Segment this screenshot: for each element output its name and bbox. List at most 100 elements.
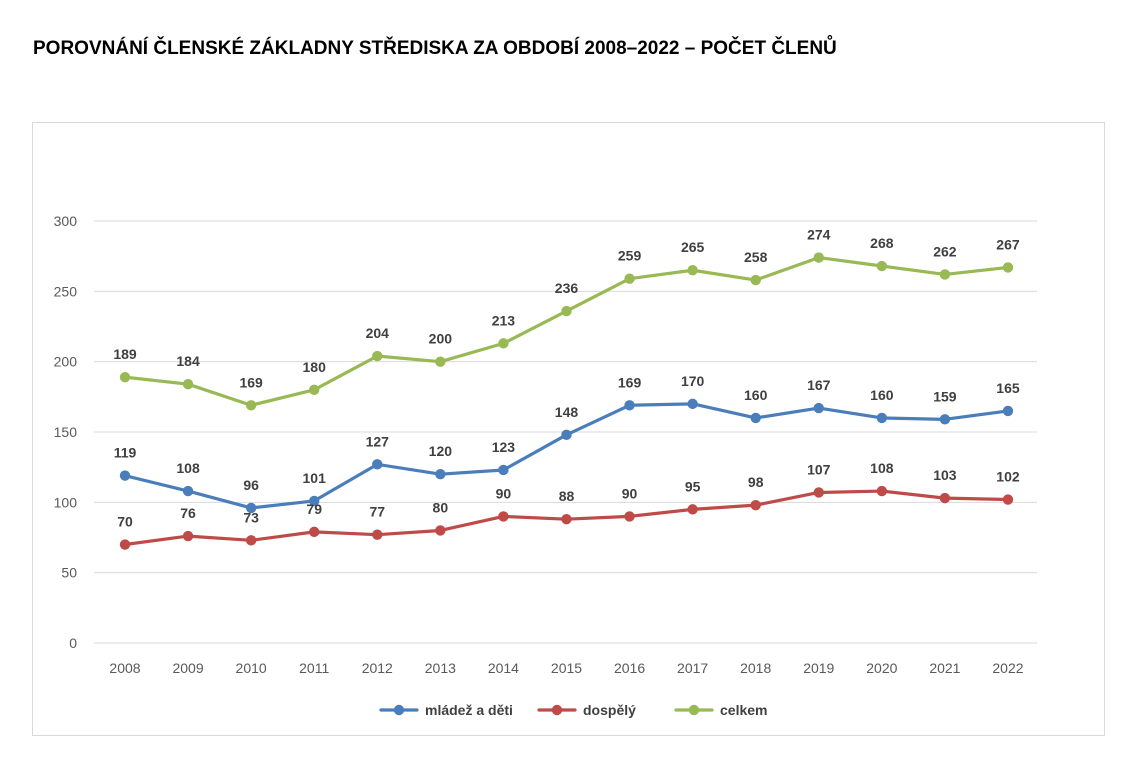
data-label: 180 <box>303 359 327 375</box>
legend-label: mládež a děti <box>425 702 513 718</box>
data-point <box>687 504 698 515</box>
data-label: 77 <box>369 504 385 520</box>
data-label: 95 <box>685 478 701 494</box>
data-point <box>119 539 131 550</box>
chart-frame <box>32 122 1105 736</box>
x-tick-label: 2015 <box>551 660 582 676</box>
legend: mládež a děti dospělý celkem <box>379 702 767 718</box>
data-label: 76 <box>180 505 196 521</box>
data-label: 258 <box>744 249 768 265</box>
data-label: 160 <box>744 387 768 403</box>
x-tick-label: 2011 <box>299 660 329 676</box>
data-point <box>245 502 257 514</box>
x-tick-label: 2012 <box>362 660 393 676</box>
y-axis: 0 50 100 150 200 250 300 <box>54 213 78 651</box>
data-label: 88 <box>559 488 575 504</box>
data-label: 127 <box>366 433 390 449</box>
data-label: 170 <box>681 373 705 389</box>
x-tick-label: 2020 <box>866 660 897 676</box>
legend-marker <box>393 704 405 716</box>
data-point <box>561 305 572 317</box>
x-tick-label: 2019 <box>803 660 834 676</box>
data-point <box>750 274 761 286</box>
page-title: POROVNÁNÍ ČLENSKÉ ZÁKLADNY STŘEDISKA ZA … <box>33 38 837 59</box>
data-label: 79 <box>306 501 322 517</box>
x-tick-label: 2016 <box>614 660 645 676</box>
data-point <box>1002 262 1014 273</box>
data-point <box>1002 494 1014 505</box>
data-label: 120 <box>429 443 453 459</box>
data-label: 101 <box>303 470 327 486</box>
data-label: 159 <box>933 388 957 404</box>
y-tick-label: 300 <box>54 213 78 229</box>
data-point <box>119 470 131 481</box>
data-label: 119 <box>114 445 137 461</box>
data-point <box>372 350 383 362</box>
data-label: 107 <box>807 461 831 477</box>
y-tick-label: 250 <box>54 283 78 299</box>
data-point <box>813 252 824 263</box>
data-point <box>939 492 951 504</box>
data-point <box>750 412 761 424</box>
data-label: 236 <box>555 280 579 296</box>
series-layer <box>119 252 1014 550</box>
x-tick-label: 2009 <box>172 660 203 676</box>
data-point <box>498 511 509 522</box>
data-label: 148 <box>555 404 579 420</box>
data-point <box>372 529 383 540</box>
data-point <box>309 526 320 538</box>
data-point <box>624 273 635 284</box>
data-label: 98 <box>748 474 764 490</box>
data-point <box>813 402 824 414</box>
x-tick-label: 2021 <box>929 660 960 676</box>
data-label: 169 <box>618 374 642 390</box>
data-point <box>182 485 194 497</box>
data-labels: 119 108 96 101 127 120 123 148 169 170 160 167 160 15… <box>113 227 1020 530</box>
legend-label: dospělý <box>583 702 636 718</box>
data-point <box>498 464 509 476</box>
data-point <box>624 511 635 522</box>
x-tick-label: 2014 <box>488 660 519 676</box>
x-tick-label: 2022 <box>992 660 1023 676</box>
data-label: 189 <box>113 346 137 362</box>
data-label: 103 <box>933 467 957 483</box>
data-label: 204 <box>366 325 390 341</box>
data-point <box>435 525 446 536</box>
data-label: 265 <box>681 239 705 255</box>
data-label: 96 <box>243 477 259 493</box>
data-label: 274 <box>807 227 831 243</box>
data-point <box>435 356 446 367</box>
x-tick-label: 2013 <box>425 660 456 676</box>
data-point <box>813 487 824 498</box>
data-point <box>435 469 446 480</box>
data-point <box>498 338 509 349</box>
data-label: 108 <box>176 460 200 476</box>
data-point <box>245 400 257 411</box>
data-label: 213 <box>492 312 516 328</box>
data-label: 160 <box>870 387 894 403</box>
x-tick-label: 2008 <box>109 660 140 676</box>
data-point <box>1002 405 1014 417</box>
data-point <box>876 412 888 424</box>
data-point <box>939 269 951 280</box>
data-point <box>561 514 572 525</box>
data-point <box>245 535 257 546</box>
data-label: 267 <box>996 236 1020 252</box>
legend-marker <box>551 704 563 716</box>
data-label: 167 <box>807 377 831 393</box>
x-tick-label: 2010 <box>236 660 267 676</box>
x-axis: 2008 2009 2010 2011 2012 2013 2014 2015 2016 2017… <box>109 660 1023 676</box>
data-label: 184 <box>176 353 200 369</box>
data-point <box>182 378 194 390</box>
data-label: 80 <box>433 499 449 515</box>
x-tick-label: 2018 <box>740 660 771 676</box>
data-point <box>687 265 698 276</box>
data-label: 123 <box>492 439 516 455</box>
data-point <box>687 398 698 410</box>
y-tick-label: 150 <box>54 424 78 440</box>
data-label: 259 <box>618 248 642 264</box>
data-point <box>750 499 761 511</box>
data-point <box>182 530 194 542</box>
data-label: 262 <box>933 243 957 259</box>
